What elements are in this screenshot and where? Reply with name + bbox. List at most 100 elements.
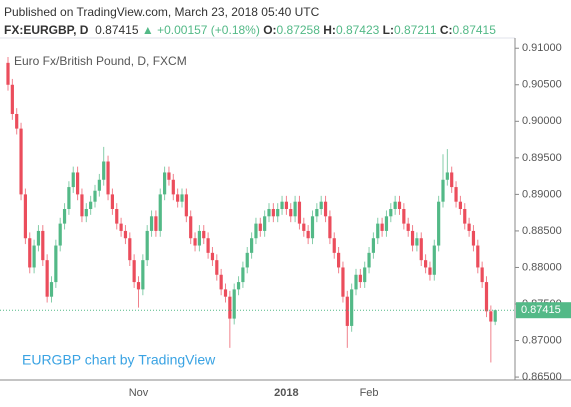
change: ▲ +0.00157 (+0.18%) [141, 23, 260, 37]
candle-body [345, 296, 349, 326]
candle-body [223, 289, 228, 297]
l-value: 0.87211 [394, 23, 437, 37]
y-tick-label: 0.86500 [522, 371, 562, 383]
candle-body [93, 190, 97, 202]
candle-body [271, 209, 275, 217]
candle-body [28, 238, 32, 268]
candle-body [319, 201, 323, 209]
candle-body [119, 223, 123, 231]
candle-body [45, 260, 49, 297]
last-price-label: 0.87415 [521, 304, 561, 316]
candle-body [123, 230, 128, 239]
candle-body [428, 267, 432, 275]
candle-body [489, 311, 493, 322]
candle-body [97, 179, 101, 191]
candle-body [480, 267, 484, 283]
published: Published on TradingView.com, March 23, … [4, 5, 320, 19]
candle-body [41, 230, 45, 261]
c-value: 0.87415 [452, 23, 496, 37]
candle-body [323, 201, 328, 217]
y-tick-label: 0.90000 [522, 115, 562, 127]
candle-body [206, 238, 210, 253]
candle-body [415, 238, 419, 246]
candle-body [267, 209, 271, 217]
candle-body [367, 252, 371, 268]
candle-body [58, 223, 62, 246]
candle-body [471, 230, 476, 246]
candle-body [241, 267, 245, 283]
candle-body [76, 172, 80, 195]
candle-body [19, 128, 23, 195]
candle-body [371, 238, 375, 253]
c-label: C: [439, 23, 453, 37]
candle-body [393, 201, 397, 209]
candle-body [128, 238, 132, 261]
candle-body [441, 179, 445, 202]
candle-body [437, 201, 441, 246]
candle-body [32, 245, 36, 268]
candle-body [163, 172, 167, 195]
candle-body [219, 274, 223, 290]
candle-body [302, 223, 306, 231]
y-tick-label: 0.90500 [522, 79, 562, 91]
o-value: 0.87258 [276, 23, 320, 37]
y-tick-label: 0.88500 [522, 225, 562, 237]
x-tick-label: Nov [129, 387, 149, 399]
y-tick-label: 0.88000 [522, 261, 562, 273]
candle-body [450, 172, 454, 188]
candle-body [380, 223, 384, 231]
candle-body [328, 216, 332, 239]
y-tick-label: 0.91000 [522, 42, 562, 54]
watermark: EURGBP chart by TradingView [22, 352, 216, 368]
candle-body [67, 187, 71, 209]
candle-body [363, 267, 367, 283]
candle-body [62, 209, 67, 224]
symbol: FX:EURGBP, D [4, 23, 89, 37]
candle-body [397, 201, 402, 209]
candle-body [89, 201, 93, 209]
candle-body [284, 201, 288, 209]
candle-body [36, 230, 41, 246]
candle-body [15, 114, 19, 129]
candle-body [193, 238, 197, 246]
candle-body [458, 201, 462, 209]
candle-body [102, 161, 106, 180]
candle-body [276, 209, 280, 217]
candle-body [332, 238, 336, 253]
candle-body [476, 245, 480, 268]
candle-body [258, 223, 262, 231]
candle-body [171, 179, 175, 195]
o-label: O: [263, 23, 277, 37]
chart-title: Euro Fx/British Pound, D, FXCM [14, 54, 187, 68]
candle-body [197, 230, 201, 246]
candle-body [215, 260, 219, 275]
x-tick-label: 2018 [274, 387, 298, 399]
candle-body [432, 245, 436, 275]
candle-body [289, 209, 293, 217]
candle-body [189, 216, 193, 239]
y-tick-label: 0.89000 [522, 188, 562, 200]
candle-body [250, 238, 254, 253]
x-tick-label: Feb [360, 387, 379, 399]
candle-body [180, 194, 184, 202]
candle-body [306, 230, 310, 239]
candle-body [445, 172, 449, 180]
candle-body [154, 216, 158, 231]
candle-body [341, 267, 345, 297]
candle-body [424, 260, 428, 268]
candle-body [132, 260, 136, 283]
y-tick-label: 0.89500 [522, 152, 562, 164]
candle-body [406, 223, 410, 231]
candle-body [232, 289, 236, 319]
candle-body [454, 187, 458, 202]
candle-body [141, 260, 145, 290]
candle-body [158, 194, 162, 231]
candle-body [419, 238, 423, 261]
last-price-box [516, 302, 571, 319]
candle-body [310, 216, 315, 239]
candle-body [184, 194, 188, 217]
candle-body [280, 201, 284, 209]
candle-body [493, 310, 497, 322]
candle-body [354, 274, 358, 290]
